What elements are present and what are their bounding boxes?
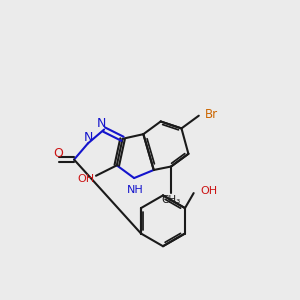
Text: NH: NH bbox=[127, 185, 144, 195]
Text: Br: Br bbox=[205, 108, 218, 121]
Text: N: N bbox=[97, 117, 106, 130]
Text: OH: OH bbox=[78, 174, 95, 184]
Text: N: N bbox=[84, 131, 93, 144]
Text: OH: OH bbox=[200, 186, 217, 196]
Text: CH₃: CH₃ bbox=[161, 194, 181, 205]
Text: O: O bbox=[53, 147, 63, 160]
